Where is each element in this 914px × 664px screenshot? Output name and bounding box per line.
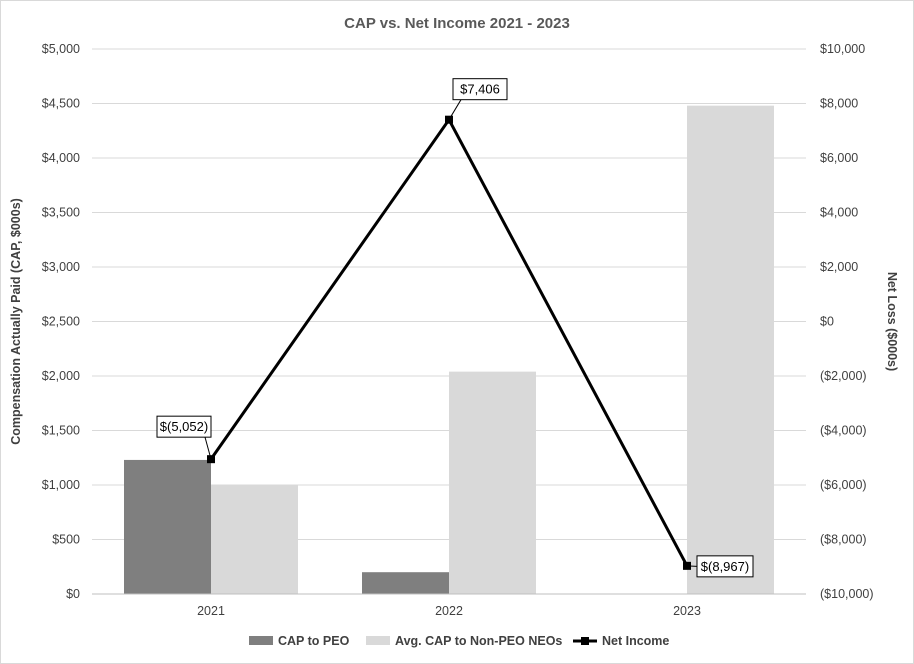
legend-swatch: [249, 636, 273, 645]
y-right-tick-label: $0: [820, 315, 834, 329]
legend-label: Avg. CAP to Non-PEO NEOs: [395, 634, 562, 648]
y-right-tick-label: $4,000: [820, 206, 858, 220]
y-right-tick-label: $10,000: [820, 42, 865, 56]
x-tick-label: 2022: [435, 604, 463, 618]
bar: [211, 485, 298, 594]
net-income-data-label: $(8,967): [701, 559, 749, 574]
data-label-box: [452, 78, 508, 101]
legend-marker: [581, 637, 589, 645]
legend-label: CAP to PEO: [278, 634, 350, 648]
y-tick-label: $4,500: [42, 97, 80, 111]
y-tick-label: $0: [66, 587, 80, 601]
y-right-tick-label: ($4,000): [820, 424, 867, 438]
bar: [449, 371, 536, 594]
data-label-leader: [686, 565, 698, 567]
bar: [687, 105, 774, 595]
bar: [362, 572, 449, 594]
y-right-tick-label: $6,000: [820, 151, 858, 165]
data-label-leader: [204, 437, 212, 460]
y-tick-label: $3,000: [42, 260, 80, 274]
legend-swatch: [366, 636, 390, 645]
data-label-box: [156, 415, 212, 438]
data-label-leader: [448, 99, 462, 120]
data-label-box: [696, 555, 754, 578]
y-axis-title: Compensation Actually Paid (CAP, $000s): [9, 198, 23, 445]
legend-label: Net Income: [602, 634, 669, 648]
y-tick-label: $500: [52, 533, 80, 547]
net-income-data-label: $(5,052): [160, 419, 208, 434]
y-right-axis-title: Net Loss ($000s): [885, 272, 899, 371]
net-income-data-label: $7,406: [460, 82, 500, 97]
x-tick-label: 2021: [197, 604, 225, 618]
y-tick-label: $3,500: [42, 206, 80, 220]
chart-title: CAP vs. Net Income 2021 - 2023: [344, 15, 570, 32]
y-right-tick-label: ($8,000): [820, 533, 867, 547]
y-tick-label: $2,500: [42, 315, 80, 329]
y-tick-label: $1,500: [42, 424, 80, 438]
bar: [124, 459, 211, 594]
y-tick-label: $5,000: [42, 42, 80, 56]
y-tick-label: $2,000: [42, 369, 80, 383]
x-tick-label: 2023: [673, 604, 701, 618]
y-right-tick-label: ($6,000): [820, 478, 867, 492]
y-tick-label: $4,000: [42, 151, 80, 165]
y-right-tick-label: $2,000: [820, 260, 858, 274]
y-right-tick-label: ($10,000): [820, 587, 874, 601]
y-right-tick-label: $8,000: [820, 97, 858, 111]
y-tick-label: $1,000: [42, 478, 80, 492]
y-right-tick-label: ($2,000): [820, 369, 867, 383]
